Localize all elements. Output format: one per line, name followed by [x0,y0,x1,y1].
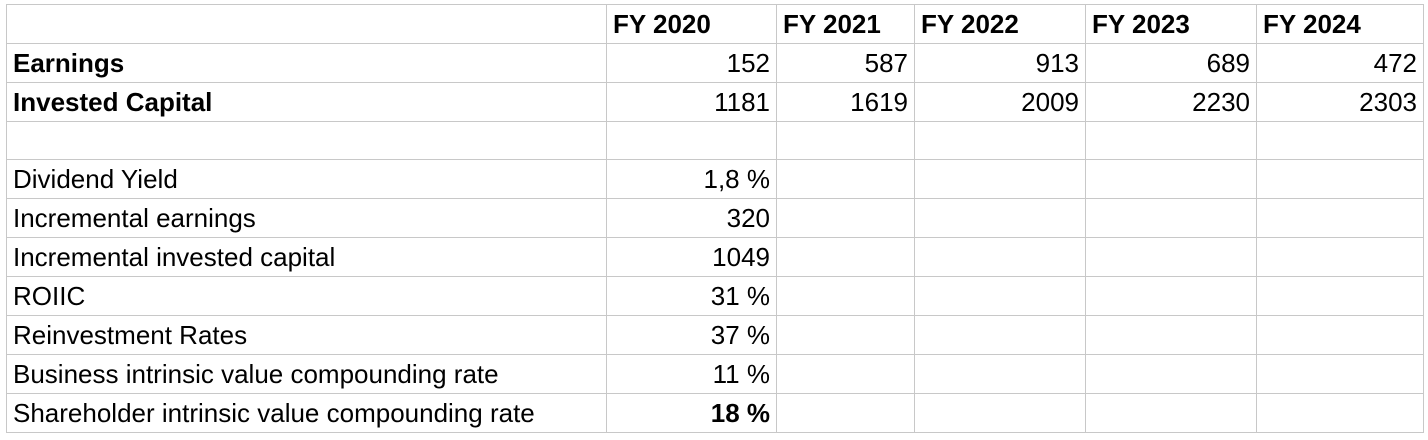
blank-cell[interactable] [776,315,915,355]
blank-cell[interactable] [606,121,777,160]
earnings-label[interactable]: Earnings [6,43,607,83]
invested-capital-fy2021[interactable]: 1619 [776,82,915,122]
blank-cell[interactable] [1256,121,1424,160]
row-roiic: ROIIC 31 % [6,276,1424,316]
invested-capital-fy2022[interactable]: 2009 [914,82,1086,122]
blank-cell[interactable] [914,315,1086,355]
blank-cell[interactable] [1085,121,1257,160]
reinvestment-rates-value[interactable]: 37 % [606,315,777,355]
blank-cell[interactable] [1256,315,1424,355]
invested-capital-fy2024[interactable]: 2303 [1256,82,1424,122]
dividend-yield-value[interactable]: 1,8 % [606,159,777,199]
reinvestment-rates-label[interactable]: Reinvestment Rates [6,315,607,355]
blank-cell[interactable] [776,276,915,316]
row-business-compounding: Business intrinsic value compounding rat… [6,354,1424,394]
invested-capital-fy2020[interactable]: 1181 [606,82,777,122]
blank-cell[interactable] [1085,237,1257,277]
earnings-fy2023[interactable]: 689 [1085,43,1257,83]
blank-cell[interactable] [776,121,915,160]
business-compounding-value[interactable]: 11 % [606,354,777,394]
earnings-fy2020[interactable]: 152 [606,43,777,83]
incremental-invested-capital-label[interactable]: Incremental invested capital [6,237,607,277]
blank-cell[interactable] [914,198,1086,238]
shareholder-compounding-value[interactable]: 18 % [606,393,777,433]
blank-cell[interactable] [776,393,915,433]
header-cell-empty[interactable] [6,4,607,44]
blank-cell[interactable] [776,354,915,394]
blank-cell[interactable] [1256,354,1424,394]
blank-cell[interactable] [914,354,1086,394]
roiic-label[interactable]: ROIIC [6,276,607,316]
blank-cell[interactable] [914,159,1086,199]
header-cell-fy2024[interactable]: FY 2024 [1256,4,1424,44]
blank-cell[interactable] [1256,237,1424,277]
header-cell-fy2020[interactable]: FY 2020 [606,4,777,44]
row-invested-capital: Invested Capital 1181 1619 2009 2230 230… [6,82,1424,122]
blank-cell[interactable] [6,121,607,160]
header-cell-fy2023[interactable]: FY 2023 [1085,4,1257,44]
row-dividend-yield: Dividend Yield 1,8 % [6,159,1424,199]
earnings-fy2021[interactable]: 587 [776,43,915,83]
roiic-value[interactable]: 31 % [606,276,777,316]
header-cell-fy2022[interactable]: FY 2022 [914,4,1086,44]
blank-cell[interactable] [776,237,915,277]
blank-cell[interactable] [1256,276,1424,316]
header-cell-fy2021[interactable]: FY 2021 [776,4,915,44]
row-earnings: Earnings 152 587 913 689 472 [6,43,1424,83]
blank-cell[interactable] [776,198,915,238]
row-shareholder-compounding: Shareholder intrinsic value compounding … [6,393,1424,433]
row-blank [6,121,1424,160]
blank-cell[interactable] [1256,159,1424,199]
blank-cell[interactable] [1085,276,1257,316]
row-incremental-invested-capital: Incremental invested capital 1049 [6,237,1424,277]
blank-cell[interactable] [1085,198,1257,238]
blank-cell[interactable] [1256,393,1424,433]
dividend-yield-label[interactable]: Dividend Yield [6,159,607,199]
earnings-fy2022[interactable]: 913 [914,43,1086,83]
invested-capital-label[interactable]: Invested Capital [6,82,607,122]
incremental-invested-capital-value[interactable]: 1049 [606,237,777,277]
blank-cell[interactable] [914,276,1086,316]
blank-cell[interactable] [1085,315,1257,355]
blank-cell[interactable] [914,237,1086,277]
header-row: FY 2020 FY 2021 FY 2022 FY 2023 FY 2024 [6,4,1424,44]
blank-cell[interactable] [1256,198,1424,238]
blank-cell[interactable] [1085,393,1257,433]
invested-capital-fy2023[interactable]: 2230 [1085,82,1257,122]
blank-cell[interactable] [914,393,1086,433]
blank-cell[interactable] [776,159,915,199]
data-table: FY 2020 FY 2021 FY 2022 FY 2023 FY 2024 … [6,4,1424,433]
shareholder-compounding-label[interactable]: Shareholder intrinsic value compounding … [6,393,607,433]
incremental-earnings-value[interactable]: 320 [606,198,777,238]
blank-cell[interactable] [1085,159,1257,199]
blank-cell[interactable] [914,121,1086,160]
business-compounding-label[interactable]: Business intrinsic value compounding rat… [6,354,607,394]
row-reinvestment-rates: Reinvestment Rates 37 % [6,315,1424,355]
incremental-earnings-label[interactable]: Incremental earnings [6,198,607,238]
earnings-fy2024[interactable]: 472 [1256,43,1424,83]
blank-cell[interactable] [1085,354,1257,394]
row-incremental-earnings: Incremental earnings 320 [6,198,1424,238]
